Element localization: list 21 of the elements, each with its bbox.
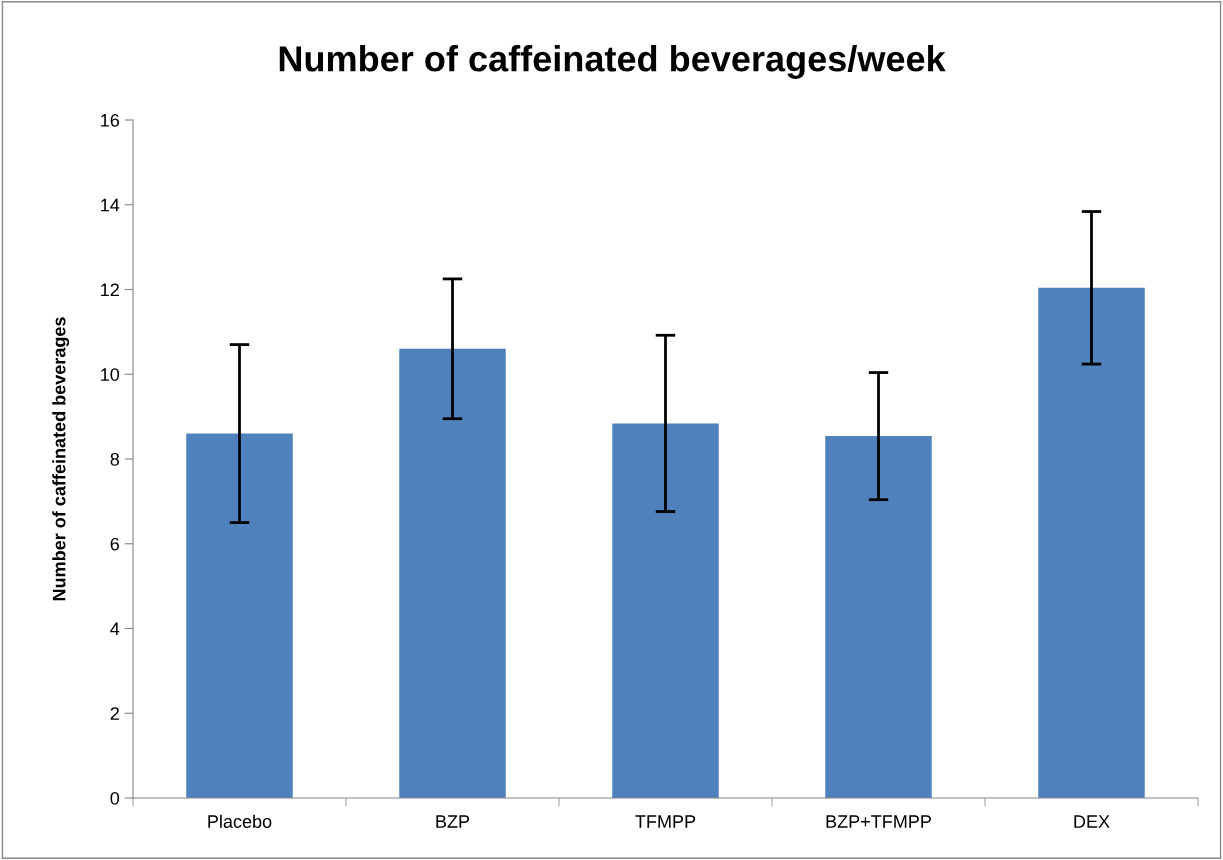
y-tick-label: 14 <box>101 198 120 212</box>
y-tick-label: 8 <box>110 452 120 466</box>
bar <box>612 423 719 798</box>
bar <box>399 348 506 798</box>
bar <box>825 436 932 798</box>
x-tick-label: TFMPP <box>635 815 696 828</box>
x-tick-label: BZP <box>436 815 470 828</box>
y-axis-title: Number of caffeinated beverages <box>52 317 70 601</box>
y-tick-label: 10 <box>101 368 120 381</box>
y-tick-label: 12 <box>101 283 119 297</box>
bar <box>1038 287 1145 798</box>
y-tick-label: 4 <box>110 622 120 636</box>
bar <box>186 433 293 798</box>
y-tick-label: 16 <box>101 113 120 127</box>
chart-title: Number of caffeinated beverages/week <box>279 45 946 79</box>
x-tick-label: BZP+TFMPP <box>826 815 931 828</box>
x-tick-label: DEX <box>1074 815 1110 828</box>
x-tick-label: Placebo <box>208 814 272 828</box>
y-tick-label: 0 <box>110 791 120 805</box>
y-tick-label: 6 <box>110 537 120 551</box>
y-tick-label: 2 <box>110 707 119 720</box>
